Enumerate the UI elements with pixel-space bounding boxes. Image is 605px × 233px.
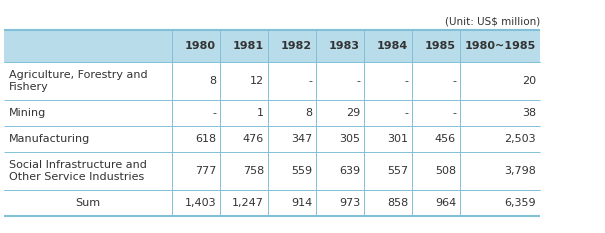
Text: 20: 20: [522, 76, 536, 86]
Bar: [364, 126, 412, 152]
Bar: [268, 100, 316, 126]
Bar: [220, 62, 268, 100]
Bar: [316, 190, 364, 216]
Text: 1982: 1982: [281, 41, 312, 51]
Text: 1985: 1985: [425, 41, 456, 51]
Text: 1980: 1980: [185, 41, 216, 51]
Text: 1984: 1984: [377, 41, 408, 51]
Text: Mining: Mining: [9, 108, 46, 118]
Bar: [268, 30, 316, 62]
Bar: [4, 152, 172, 190]
Text: Sum: Sum: [76, 198, 100, 208]
Bar: [412, 30, 460, 62]
Bar: [460, 62, 540, 100]
Text: 973: 973: [339, 198, 360, 208]
Bar: [220, 152, 268, 190]
Text: 1,247: 1,247: [232, 198, 264, 208]
Bar: [316, 30, 364, 62]
Bar: [460, 152, 540, 190]
Bar: [220, 126, 268, 152]
Bar: [220, 30, 268, 62]
Bar: [364, 190, 412, 216]
Text: 38: 38: [522, 108, 536, 118]
Text: 6,359: 6,359: [505, 198, 536, 208]
Bar: [4, 100, 172, 126]
Bar: [316, 100, 364, 126]
Text: 618: 618: [195, 134, 216, 144]
Text: 858: 858: [387, 198, 408, 208]
Text: 476: 476: [243, 134, 264, 144]
Bar: [172, 100, 220, 126]
Text: -: -: [452, 76, 456, 86]
Text: 347: 347: [291, 134, 312, 144]
Text: Manufacturing: Manufacturing: [9, 134, 90, 144]
Text: 3,798: 3,798: [504, 166, 536, 176]
Bar: [412, 100, 460, 126]
Text: (Unit: US$ million): (Unit: US$ million): [445, 16, 540, 26]
Bar: [172, 190, 220, 216]
Bar: [4, 126, 172, 152]
Text: 914: 914: [291, 198, 312, 208]
Bar: [412, 190, 460, 216]
Bar: [460, 100, 540, 126]
Bar: [268, 190, 316, 216]
Text: 8: 8: [209, 76, 216, 86]
Text: 508: 508: [435, 166, 456, 176]
Bar: [4, 190, 172, 216]
Bar: [316, 152, 364, 190]
Text: 559: 559: [291, 166, 312, 176]
Bar: [316, 62, 364, 100]
Bar: [220, 100, 268, 126]
Bar: [412, 126, 460, 152]
Bar: [460, 126, 540, 152]
Bar: [364, 30, 412, 62]
Text: -: -: [404, 76, 408, 86]
Text: 2,503: 2,503: [505, 134, 536, 144]
Bar: [364, 62, 412, 100]
Text: 301: 301: [387, 134, 408, 144]
Text: 639: 639: [339, 166, 360, 176]
Text: 557: 557: [387, 166, 408, 176]
Text: 964: 964: [435, 198, 456, 208]
Text: -: -: [212, 108, 216, 118]
Bar: [268, 152, 316, 190]
Bar: [172, 62, 220, 100]
Text: -: -: [404, 108, 408, 118]
Text: 777: 777: [195, 166, 216, 176]
Text: 1: 1: [257, 108, 264, 118]
Text: -: -: [452, 108, 456, 118]
Text: 305: 305: [339, 134, 360, 144]
Text: 1980~1985: 1980~1985: [465, 41, 536, 51]
Bar: [268, 62, 316, 100]
Bar: [172, 152, 220, 190]
Text: 456: 456: [435, 134, 456, 144]
Bar: [172, 30, 220, 62]
Bar: [364, 100, 412, 126]
Text: 1983: 1983: [329, 41, 360, 51]
Text: 8: 8: [305, 108, 312, 118]
Bar: [316, 126, 364, 152]
Bar: [4, 30, 172, 62]
Text: -: -: [356, 76, 360, 86]
Bar: [364, 152, 412, 190]
Bar: [172, 126, 220, 152]
Bar: [268, 126, 316, 152]
Text: 1981: 1981: [233, 41, 264, 51]
Bar: [4, 62, 172, 100]
Text: -: -: [308, 76, 312, 86]
Bar: [460, 30, 540, 62]
Text: 758: 758: [243, 166, 264, 176]
Bar: [412, 62, 460, 100]
Text: Social Infrastructure and
Other Service Industries: Social Infrastructure and Other Service …: [9, 160, 147, 182]
Text: 29: 29: [345, 108, 360, 118]
Text: Agriculture, Forestry and
Fishery: Agriculture, Forestry and Fishery: [9, 70, 148, 92]
Bar: [412, 152, 460, 190]
Text: 12: 12: [250, 76, 264, 86]
Bar: [220, 190, 268, 216]
Text: 1,403: 1,403: [185, 198, 216, 208]
Bar: [460, 190, 540, 216]
